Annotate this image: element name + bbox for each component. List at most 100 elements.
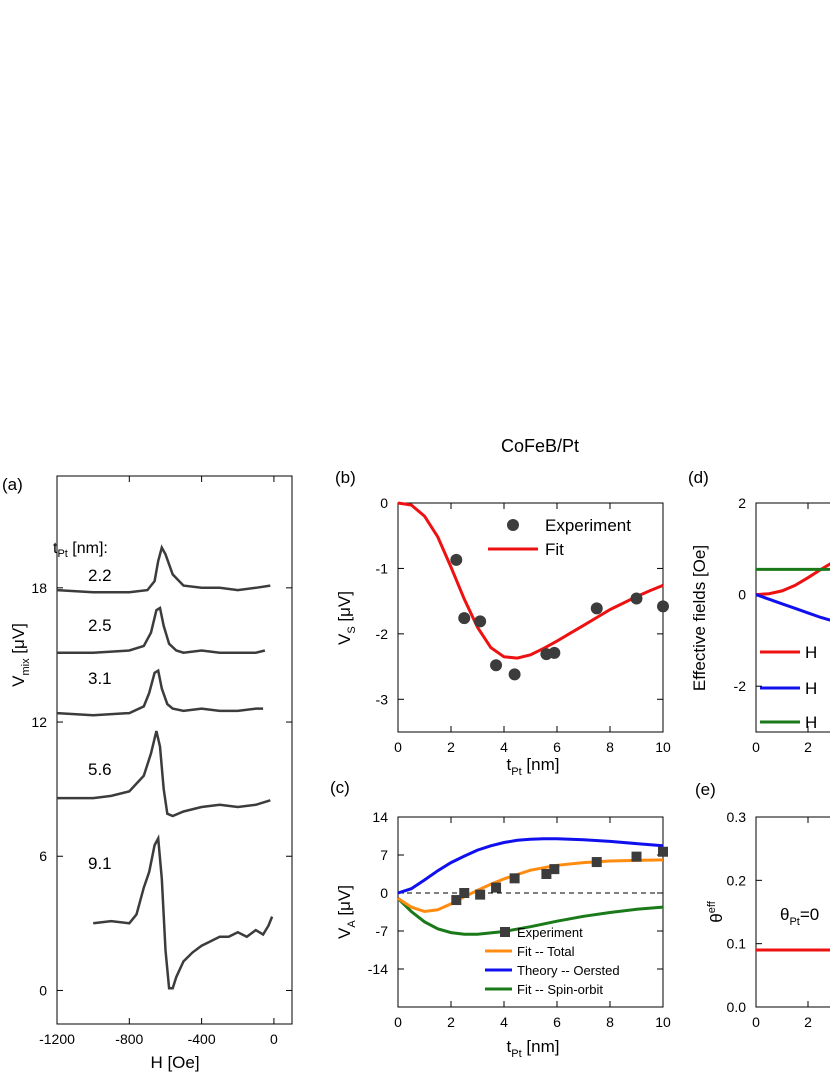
figure-title: CoFeB/Pt bbox=[501, 436, 579, 456]
panel-b-xlabel: tPt [nm] bbox=[507, 755, 560, 778]
field-curve-red bbox=[755, 562, 830, 597]
experiment-point bbox=[458, 612, 471, 625]
panel-b-legend: Experiment Fit bbox=[488, 516, 631, 559]
x-tick-label: 4 bbox=[500, 739, 508, 755]
panel-a-xlabel: H [Oe] bbox=[150, 1053, 199, 1072]
x-tick-label: 0 bbox=[394, 739, 402, 755]
x-tick-label: 0 bbox=[394, 1014, 402, 1030]
panel-d-label: (d) bbox=[688, 468, 709, 487]
y-tick-label: 0 bbox=[738, 587, 746, 603]
experiment-point bbox=[508, 668, 521, 681]
panel-c-data bbox=[396, 837, 668, 936]
y-tick-label: -2 bbox=[734, 678, 747, 694]
trace-label: 2.5 bbox=[88, 616, 112, 635]
x-tick-label: -400 bbox=[188, 1031, 216, 1047]
y-tick-label: 14 bbox=[372, 809, 388, 825]
trace-tpt-2.2 bbox=[56, 544, 271, 594]
panel-b-data bbox=[397, 501, 669, 681]
panel-d-data bbox=[755, 562, 830, 622]
x-tick-label: 0 bbox=[752, 739, 760, 755]
y-tick-label: -2 bbox=[376, 626, 389, 642]
experiment-point bbox=[631, 851, 642, 862]
trace-tpt-5.6 bbox=[57, 730, 271, 818]
panel-a-legend-title: tPt [nm]: bbox=[53, 540, 108, 560]
spinorbit-fit-curve bbox=[396, 897, 664, 936]
oersted-theory-curve bbox=[397, 837, 664, 895]
legend-spinorbit-label: Fit -- Spin-orbit bbox=[517, 982, 603, 997]
y-tick-label: 7 bbox=[380, 847, 388, 863]
panel-e-label: (e) bbox=[695, 780, 716, 799]
panel-c: (c) 0 2 4 6 8 10 14 7 0 -7 -14 Experiment Fit -- T… bbox=[330, 778, 671, 1060]
panel-b-ylabel: VS [μV] bbox=[335, 591, 358, 645]
legend-experiment-marker bbox=[507, 519, 519, 531]
trace-tpt-2.5 bbox=[57, 606, 266, 654]
legend-d-blue-label: H bbox=[805, 679, 817, 698]
y-tick-label: 0 bbox=[380, 885, 388, 901]
x-tick-label: 0 bbox=[270, 1031, 278, 1047]
y-tick-label: -14 bbox=[368, 961, 388, 977]
legend-fit-label: Fit bbox=[545, 540, 564, 559]
x-tick-label: 2 bbox=[447, 1014, 455, 1030]
trace-tpt-9.1 bbox=[93, 834, 274, 990]
panel-a-traces bbox=[56, 544, 274, 990]
experiment-point bbox=[657, 600, 669, 613]
experiment-point bbox=[541, 869, 552, 879]
fit-curve bbox=[397, 501, 664, 660]
experiment-point bbox=[548, 646, 561, 659]
experiment-point bbox=[459, 888, 470, 898]
experiment-point bbox=[591, 857, 602, 868]
panel-e: (e) 0 2 0.0 0.1 0.2 0.3 θPt=0 θeff bbox=[695, 780, 830, 1030]
y-tick-label: -3 bbox=[376, 691, 389, 707]
experiment-point bbox=[474, 615, 487, 628]
x-tick-label: 8 bbox=[606, 1014, 614, 1030]
experiment-point bbox=[491, 882, 502, 893]
legend-experiment-label: Experiment bbox=[545, 516, 631, 535]
x-tick-label: 4 bbox=[500, 1014, 508, 1030]
panel-a-trace-labels: 2.2 2.5 3.1 5.6 9.1 bbox=[88, 566, 112, 873]
panel-b-ticks: 0 2 4 6 8 10 0 -1 -2 -3 bbox=[376, 495, 671, 755]
panel-a-label: (a) bbox=[2, 475, 23, 494]
trace-label: 2.2 bbox=[88, 566, 112, 585]
y-tick-label: 2 bbox=[738, 495, 746, 511]
panel-e-frame bbox=[755, 816, 830, 1008]
y-tick-label: 0 bbox=[380, 495, 388, 511]
panel-a-ticks: -1200 -800 -400 0 0 6 12 18 bbox=[31, 476, 292, 1047]
panel-b-frame bbox=[397, 502, 664, 733]
y-tick-label: -7 bbox=[376, 923, 389, 939]
y-tick-label: 6 bbox=[39, 848, 47, 864]
experiment-point bbox=[549, 864, 560, 875]
legend-experiment-label: Experiment bbox=[517, 925, 583, 940]
experiment-point bbox=[451, 895, 462, 906]
panel-c-legend: Experiment Fit -- Total Theory -- Oerste… bbox=[485, 925, 620, 997]
panel-a-frame bbox=[56, 475, 293, 1025]
legend-d-green-label: H bbox=[805, 713, 817, 732]
panel-c-ylabel: VA [μV] bbox=[335, 885, 358, 939]
field-curve-blue bbox=[755, 593, 830, 622]
y-tick-label: 12 bbox=[31, 714, 47, 730]
panel-e-ticks: 0 2 0.0 0.1 0.2 0.3 bbox=[727, 809, 813, 1030]
y-tick-label: 0.1 bbox=[727, 936, 747, 952]
panel-d-legend: H H H bbox=[760, 643, 817, 732]
x-tick-label: 10 bbox=[655, 739, 671, 755]
legend-oersted-label: Theory -- Oersted bbox=[517, 963, 620, 978]
y-tick-label: 0.2 bbox=[727, 872, 747, 888]
y-tick-label: 0.0 bbox=[727, 999, 747, 1015]
legend-total-label: Fit -- Total bbox=[517, 944, 575, 959]
experiment-point bbox=[450, 553, 463, 566]
y-tick-label: 0.3 bbox=[727, 809, 747, 825]
x-tick-label: 2 bbox=[447, 739, 455, 755]
experiment-point bbox=[475, 889, 486, 900]
x-tick-label: 0 bbox=[752, 1014, 760, 1030]
experiment-point bbox=[630, 592, 643, 605]
x-tick-label: 10 bbox=[655, 1014, 671, 1030]
total-fit-curve bbox=[397, 858, 664, 914]
panel-c-ticks: 0 2 4 6 8 10 14 7 0 -7 -14 bbox=[368, 809, 671, 1030]
trace-label: 9.1 bbox=[88, 854, 112, 873]
panel-d-ticks: 0 2 2 0 -2 bbox=[734, 495, 813, 755]
panel-d-frame bbox=[755, 502, 830, 733]
panel-c-xlabel: tPt [nm] bbox=[507, 1037, 560, 1060]
panel-b-label: (b) bbox=[335, 468, 356, 487]
experiment-point bbox=[590, 602, 603, 615]
x-tick-label: -800 bbox=[115, 1031, 143, 1047]
